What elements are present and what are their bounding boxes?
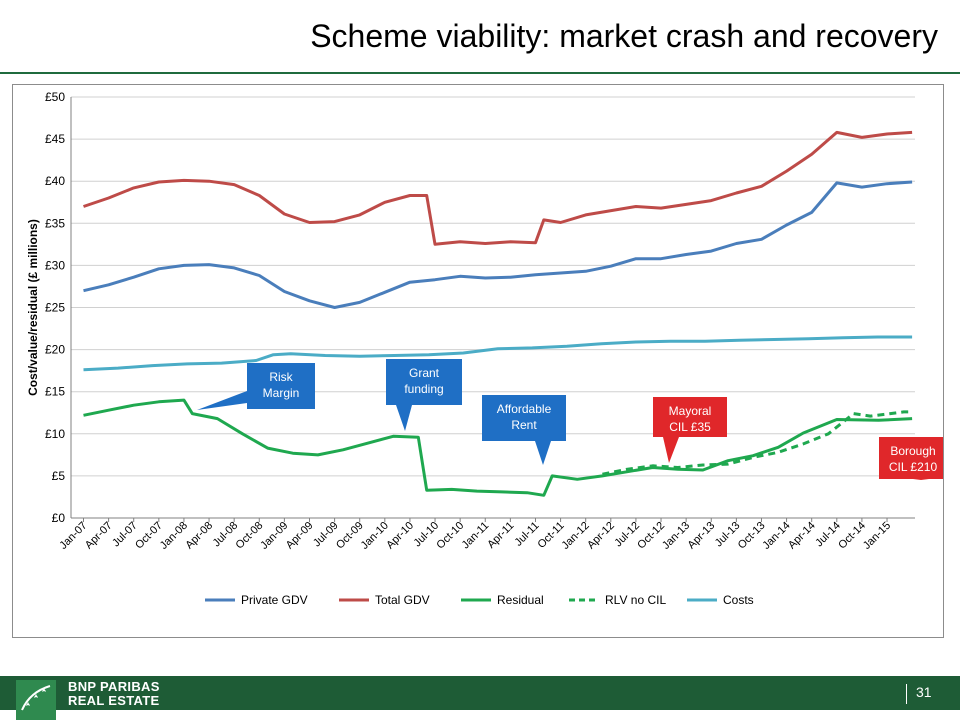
callout-text: funding: [404, 382, 443, 396]
callout: Mayoral CIL £35: [653, 397, 727, 463]
x-tick-label: Jan-15: [861, 520, 893, 552]
callout-text: Grant: [409, 366, 440, 380]
x-tick-label: Jan-12: [560, 520, 592, 552]
x-tick-label: Oct-10: [434, 520, 466, 552]
legend-label: RLV no CIL: [605, 593, 666, 607]
chart: £0 £5 £10 £15 £20 £25 £30 £35 £40 £45 £50 Cost/valu…: [26, 90, 943, 607]
footer-strip: [0, 710, 960, 720]
page-number-divider: [906, 684, 907, 704]
series-line-rlv-no-cil: [602, 410, 913, 476]
footer-bar: [0, 676, 960, 710]
x-tick-label: Apr-14: [786, 520, 818, 552]
legend-label: Total GDV: [375, 593, 430, 607]
y-tick-label: £20: [45, 343, 65, 357]
bnp-stars-logo-icon: [16, 680, 56, 720]
x-tick-label: Apr-13: [686, 520, 718, 552]
x-tick-label: Jan-09: [258, 520, 290, 552]
callout-text: CIL £210: [889, 460, 938, 474]
legend-label: Costs: [723, 593, 754, 607]
x-tick-label: Apr-08: [183, 520, 215, 552]
legend-label: Residual: [497, 593, 544, 607]
y-tick-label: £0: [52, 511, 66, 525]
callout-box: [879, 437, 943, 479]
callout-pointer: [535, 441, 551, 465]
y-tick-label: £25: [45, 301, 65, 315]
brand-line-2: REAL ESTATE: [68, 693, 160, 708]
series-line-residual: [83, 398, 913, 497]
y-axis-label: Cost/value/residual (£ millions): [26, 219, 40, 396]
y-tick-label: £50: [45, 90, 65, 104]
callout: Borough CIL £210: [879, 437, 943, 480]
x-tick-label: Jan-10: [359, 520, 391, 552]
page-number: 31: [916, 684, 932, 700]
callout-box: [482, 395, 566, 441]
x-tick-label: Apr-12: [585, 520, 617, 552]
callout-box: [386, 359, 462, 405]
title-divider: [0, 72, 960, 74]
x-tick-label: Jan-14: [760, 520, 792, 552]
x-tick-label: Apr-07: [83, 520, 115, 552]
chart-frame: £0 £5 £10 £15 £20 £25 £30 £35 £40 £45 £50 Cost/valu…: [12, 84, 944, 638]
callout-pointer: [913, 479, 929, 480]
y-tick-label: £10: [45, 427, 65, 441]
series-line-private-gdv: [83, 180, 913, 309]
series-line-total-gdv: [83, 130, 913, 246]
callout-text: Affordable: [497, 402, 552, 416]
y-tick-label: £30: [45, 258, 65, 272]
callout-text: Mayoral: [669, 404, 712, 418]
callout-pointer: [197, 391, 247, 410]
callout-pointer: [396, 405, 412, 431]
callout-box: [247, 363, 315, 409]
x-tick-label: Apr-10: [384, 520, 416, 552]
brand-name: BNP PARIBAS REAL ESTATE: [68, 680, 160, 708]
y-tick-label: £15: [45, 385, 65, 399]
x-tick-label: Jan-13: [660, 520, 692, 552]
callout-pointer: [663, 437, 679, 463]
callout: Affordable Rent: [482, 395, 566, 465]
x-tick-label: Apr-09: [284, 520, 316, 552]
x-tick-label: Jan-11: [460, 520, 492, 552]
y-tick-label: £5: [52, 469, 66, 483]
brand-line-1: BNP PARIBAS: [68, 679, 160, 694]
y-tick-label: £40: [45, 174, 65, 188]
y-tick-label: £35: [45, 216, 65, 230]
x-tick-label: Jan-08: [158, 520, 190, 552]
callout-text: Borough: [890, 444, 935, 458]
y-tick-label: £45: [45, 132, 65, 146]
x-tick-label: Apr-11: [485, 520, 516, 551]
page-title: Scheme viability: market crash and recov…: [310, 18, 938, 54]
callout: Risk Margin: [197, 363, 315, 410]
callout-text: CIL £35: [669, 420, 711, 434]
callout-box: [653, 397, 727, 437]
callout-text: Risk: [269, 370, 293, 384]
series-line-costs: [83, 335, 913, 372]
callout-text: Rent: [511, 418, 537, 432]
callout-text: Margin: [263, 386, 300, 400]
legend-label: Private GDV: [241, 593, 308, 607]
callout: Grant funding: [386, 359, 462, 431]
